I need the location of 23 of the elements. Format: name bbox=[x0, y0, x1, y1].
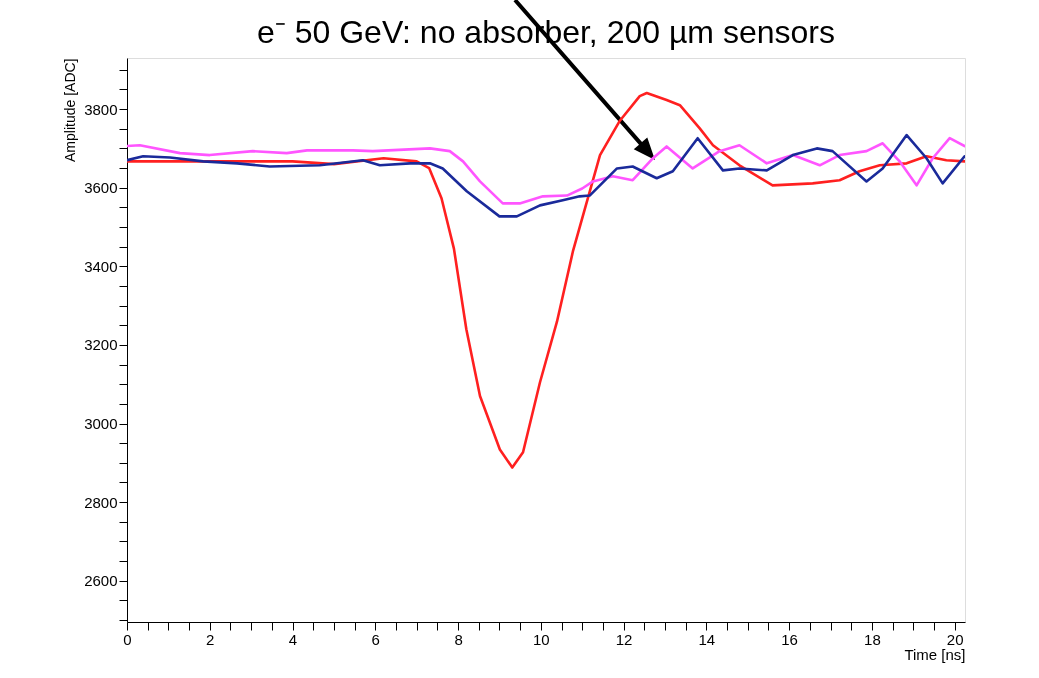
y-axis-title: Amplitude [ADC] bbox=[62, 58, 79, 162]
line-series bbox=[127, 91, 965, 469]
line-series bbox=[127, 136, 965, 205]
x-tick-label: 12 bbox=[615, 630, 633, 648]
x-tick-label: 16 bbox=[781, 630, 798, 648]
y-tick-label: 3200 bbox=[84, 336, 118, 354]
y-tick-label: 2800 bbox=[84, 493, 118, 511]
y-tick-label: 3600 bbox=[84, 179, 118, 197]
x-tick-label: 20 bbox=[946, 630, 964, 648]
y-tick-label: 3400 bbox=[84, 257, 118, 275]
x-tick-label: 0 bbox=[123, 630, 132, 648]
x-tick-label: 10 bbox=[532, 630, 550, 648]
x-tick-label: 18 bbox=[864, 630, 881, 648]
y-tick-label: 2600 bbox=[84, 572, 118, 590]
x-tick-label: 8 bbox=[454, 630, 463, 648]
x-tick-label: 4 bbox=[288, 630, 298, 648]
y-tick-label: 3000 bbox=[84, 415, 118, 433]
x-tick-label: 14 bbox=[698, 630, 716, 648]
x-tick-label: 6 bbox=[371, 630, 380, 648]
y-tick-label: 3800 bbox=[84, 100, 118, 118]
x-axis-title: Time [ns] bbox=[904, 645, 966, 663]
line-series bbox=[127, 133, 965, 218]
x-tick-label: 2 bbox=[206, 630, 215, 648]
